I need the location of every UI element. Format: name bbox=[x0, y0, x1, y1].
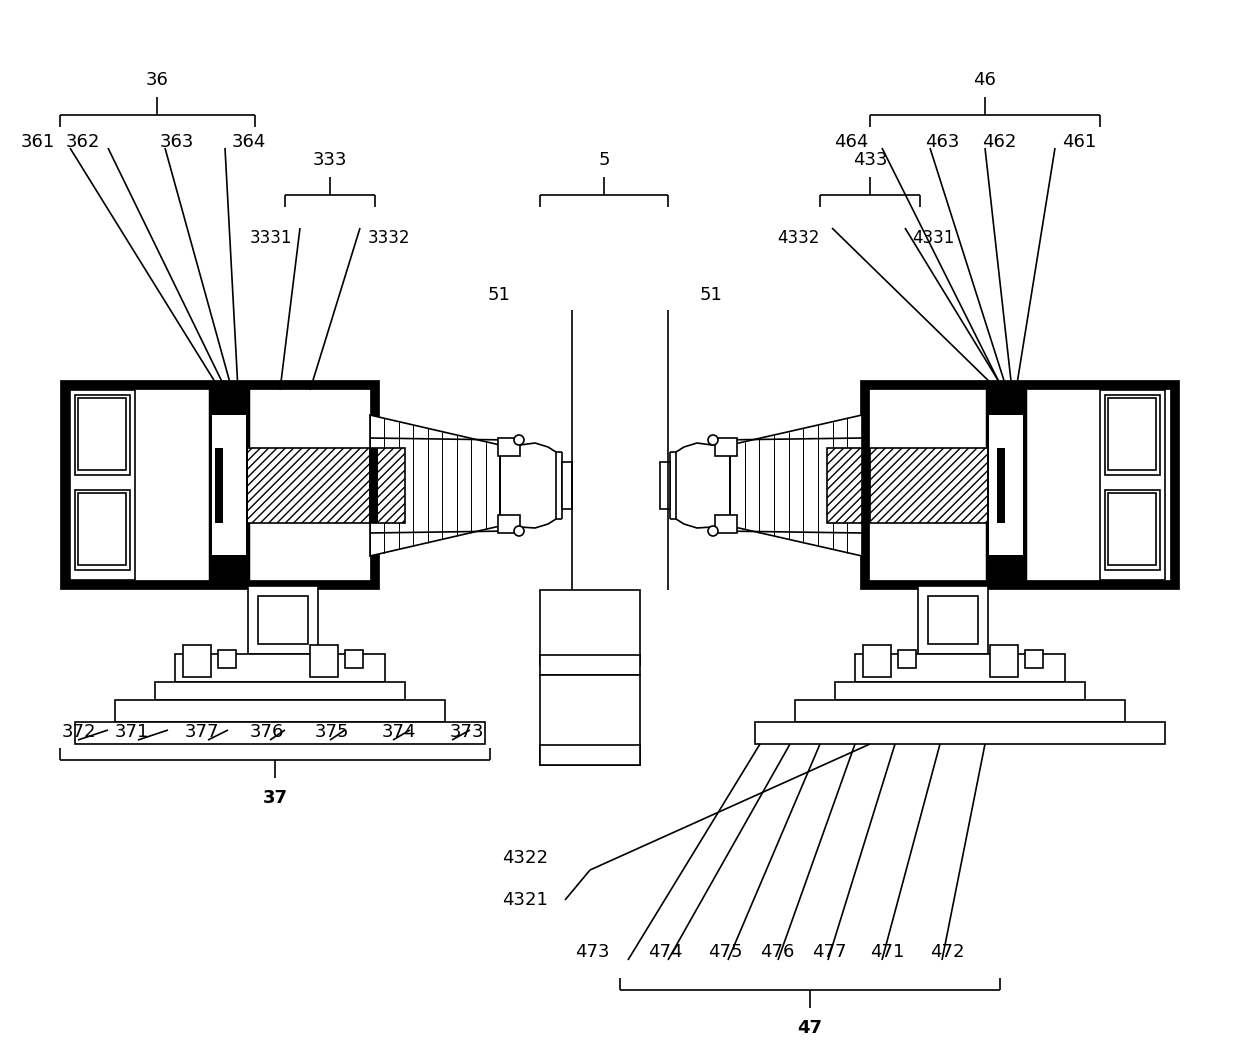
Text: 371: 371 bbox=[115, 723, 149, 741]
Text: 4332: 4332 bbox=[777, 229, 820, 247]
Text: 433: 433 bbox=[853, 151, 888, 169]
Text: 51: 51 bbox=[487, 286, 510, 304]
Bar bbox=[223, 448, 371, 523]
Bar bbox=[115, 700, 445, 722]
Text: 4322: 4322 bbox=[502, 849, 548, 867]
Bar bbox=[1100, 390, 1166, 580]
Bar bbox=[212, 415, 246, 555]
Polygon shape bbox=[370, 415, 500, 557]
Text: 373: 373 bbox=[450, 723, 485, 741]
Text: 471: 471 bbox=[870, 943, 904, 961]
Text: 51: 51 bbox=[701, 286, 723, 304]
Bar bbox=[987, 385, 1025, 585]
Bar bbox=[155, 682, 405, 700]
Text: 333: 333 bbox=[312, 151, 347, 169]
Bar bbox=[64, 385, 374, 585]
Bar bbox=[370, 448, 378, 523]
Bar bbox=[370, 448, 405, 523]
Bar bbox=[987, 385, 1025, 585]
Text: 477: 477 bbox=[812, 943, 847, 961]
Bar bbox=[928, 596, 978, 644]
Circle shape bbox=[708, 526, 718, 536]
Bar bbox=[856, 654, 1065, 682]
Bar bbox=[345, 650, 363, 668]
Bar bbox=[215, 448, 223, 523]
Bar bbox=[539, 590, 640, 665]
Text: 363: 363 bbox=[160, 133, 195, 151]
Bar bbox=[498, 438, 520, 456]
Text: 37: 37 bbox=[263, 789, 288, 807]
Circle shape bbox=[515, 435, 525, 445]
Bar bbox=[990, 415, 1023, 555]
Text: 372: 372 bbox=[62, 723, 97, 741]
Bar bbox=[997, 448, 1004, 523]
Bar bbox=[870, 448, 999, 523]
Bar bbox=[835, 682, 1085, 700]
Text: 475: 475 bbox=[708, 943, 743, 961]
Bar bbox=[74, 722, 485, 744]
Bar bbox=[863, 645, 892, 677]
Text: 375: 375 bbox=[315, 723, 350, 741]
Bar bbox=[827, 448, 862, 523]
Circle shape bbox=[708, 435, 718, 445]
Text: 3331: 3331 bbox=[249, 229, 291, 247]
Text: 364: 364 bbox=[232, 133, 267, 151]
Bar bbox=[990, 645, 1018, 677]
Circle shape bbox=[515, 526, 525, 536]
Text: 374: 374 bbox=[382, 723, 417, 741]
Bar bbox=[498, 515, 520, 533]
Bar bbox=[660, 463, 670, 509]
Bar bbox=[258, 596, 308, 644]
Text: 462: 462 bbox=[982, 133, 1017, 151]
Bar bbox=[715, 515, 737, 533]
Text: 473: 473 bbox=[575, 943, 610, 961]
Bar bbox=[539, 675, 640, 765]
Text: 461: 461 bbox=[1061, 133, 1096, 151]
Bar bbox=[539, 655, 640, 675]
Text: 3332: 3332 bbox=[368, 229, 410, 247]
Polygon shape bbox=[730, 415, 862, 557]
Bar bbox=[1105, 395, 1159, 475]
Text: 36: 36 bbox=[145, 71, 169, 89]
Bar bbox=[1105, 490, 1159, 570]
Bar bbox=[539, 744, 640, 765]
Bar bbox=[898, 650, 916, 668]
Bar bbox=[562, 463, 572, 509]
Bar bbox=[248, 586, 317, 654]
Bar bbox=[755, 722, 1166, 744]
Bar bbox=[184, 645, 211, 677]
Bar bbox=[218, 650, 236, 668]
Bar bbox=[175, 654, 384, 682]
Bar bbox=[715, 438, 737, 456]
Bar bbox=[1025, 650, 1043, 668]
Bar bbox=[862, 448, 870, 523]
Bar bbox=[310, 645, 339, 677]
Text: 376: 376 bbox=[250, 723, 284, 741]
Text: 362: 362 bbox=[66, 133, 100, 151]
Bar bbox=[210, 385, 248, 585]
Bar bbox=[918, 586, 988, 654]
Text: 377: 377 bbox=[185, 723, 219, 741]
Bar bbox=[210, 385, 248, 585]
Text: 4331: 4331 bbox=[911, 229, 955, 247]
Text: 463: 463 bbox=[925, 133, 960, 151]
Text: 476: 476 bbox=[760, 943, 795, 961]
Bar bbox=[78, 493, 126, 565]
Bar bbox=[795, 700, 1125, 722]
Text: 46: 46 bbox=[973, 71, 997, 89]
Bar bbox=[1109, 398, 1156, 470]
Text: 4321: 4321 bbox=[502, 891, 548, 909]
Bar bbox=[866, 385, 1176, 585]
Text: 47: 47 bbox=[797, 1019, 822, 1037]
Text: 361: 361 bbox=[21, 133, 55, 151]
Text: 464: 464 bbox=[833, 133, 868, 151]
Text: 472: 472 bbox=[930, 943, 965, 961]
Bar bbox=[69, 390, 135, 580]
Bar bbox=[74, 490, 130, 570]
Bar bbox=[1109, 493, 1156, 565]
Bar bbox=[78, 398, 126, 470]
Bar bbox=[74, 395, 130, 475]
Text: 5: 5 bbox=[598, 151, 610, 169]
Text: 474: 474 bbox=[649, 943, 682, 961]
